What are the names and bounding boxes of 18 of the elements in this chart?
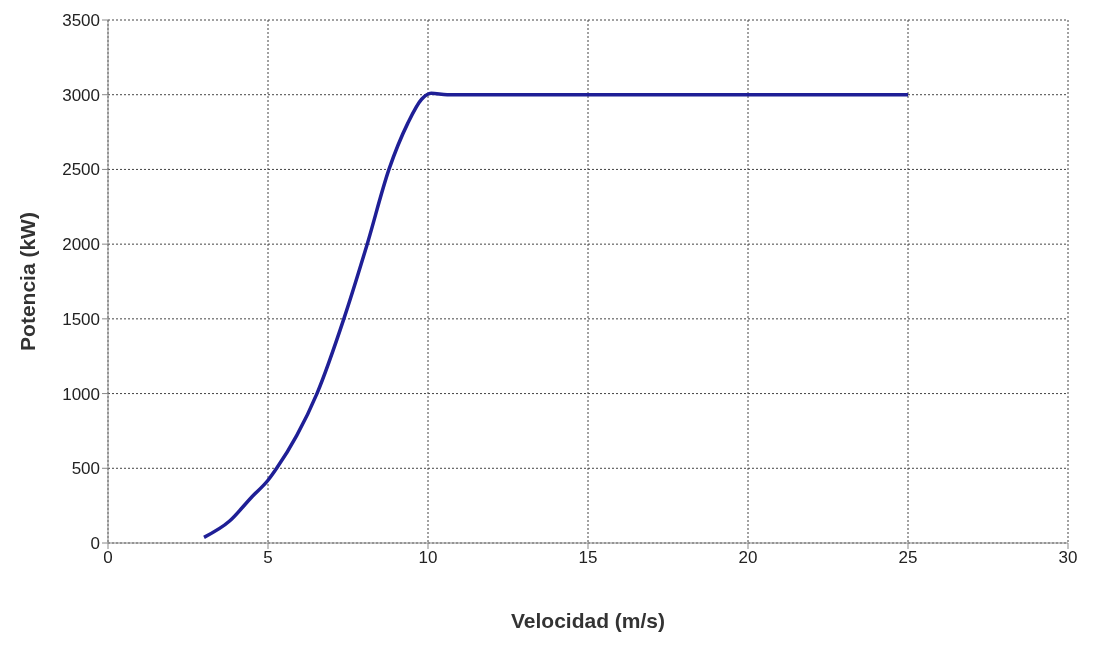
x-tick-label: 0 (103, 548, 113, 568)
x-tick-label: 20 (738, 548, 758, 568)
x-tick-label: 30 (1058, 548, 1078, 568)
x-axis-title: Velocidad (m/s) (510, 608, 666, 632)
y-tick-label: 3500 (62, 11, 100, 31)
y-tick-label: 1500 (62, 309, 100, 329)
x-tick-label: 15 (578, 548, 598, 568)
line-series (202, 91, 910, 540)
y-tick-label: 2000 (62, 235, 100, 255)
y-tick-label: 2500 (62, 160, 100, 180)
x-tick-label: 25 (898, 548, 918, 568)
y-axis-title: Potencia (kW) (16, 212, 40, 351)
x-tick-label: 5 (263, 548, 273, 568)
x-tick-label: 10 (418, 548, 438, 568)
y-tick-label: 3000 (62, 85, 100, 105)
y-tick-label: 1000 (62, 384, 100, 404)
y-tick-label: 0 (90, 534, 100, 554)
y-tick-label: 500 (71, 459, 100, 479)
